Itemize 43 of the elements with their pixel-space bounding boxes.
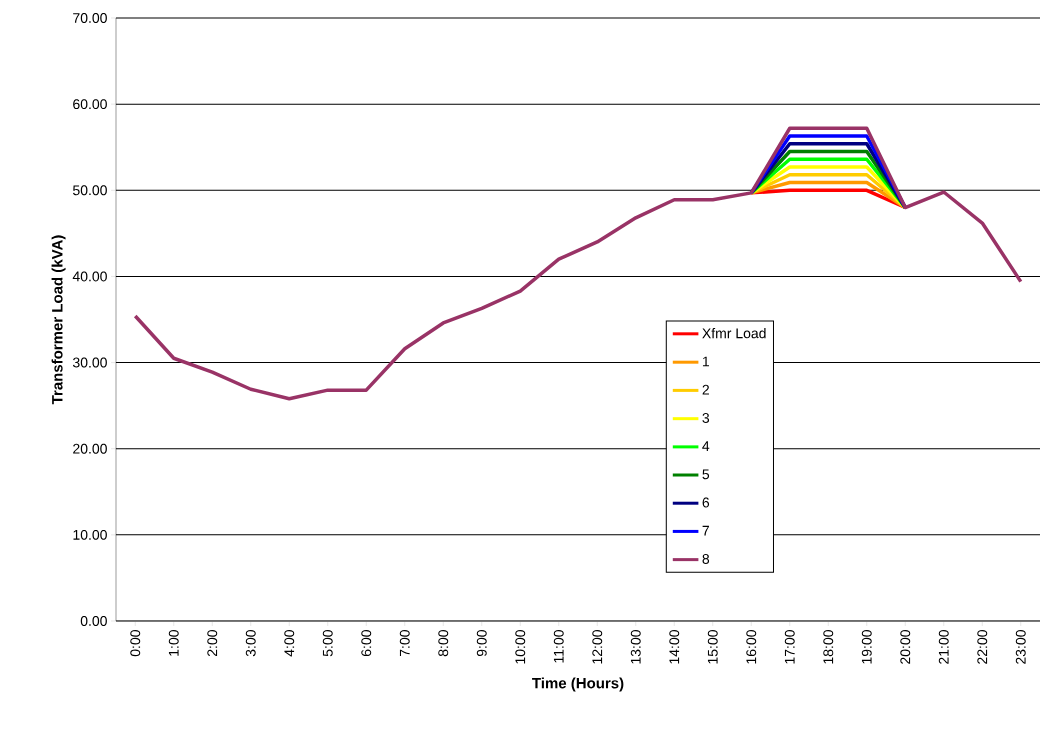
legend-label: 4 [702, 441, 710, 451]
x-tick-label: 8:00 [438, 630, 449, 657]
y-tick-label: 0.00 [80, 616, 107, 626]
legend-label: 5 [702, 469, 710, 480]
x-tick-label: 14:00 [669, 630, 680, 664]
y-tick-label: 30.00 [72, 357, 107, 368]
legend-label: 6 [702, 497, 710, 508]
y-tick-label: 40.00 [72, 271, 107, 282]
x-tick-label: 23:00 [1015, 630, 1026, 664]
x-tick-label: 6:00 [361, 630, 372, 657]
y-tick-label: 10.00 [73, 529, 107, 540]
x-tick-label: 3:00 [245, 630, 256, 657]
x-tick-label: 2:00 [207, 630, 218, 657]
legend-label: 3 [702, 413, 710, 423]
x-tick-label: 13:00 [630, 630, 641, 664]
x-tick-label: 0:00 [130, 630, 141, 657]
legend-label: 8 [702, 553, 710, 564]
x-tick-label: 19:00 [861, 630, 872, 664]
x-tick-label: 4:00 [284, 630, 295, 657]
y-axis-title: Transformer Load (kVA) [51, 235, 66, 405]
x-tick-label: 15:00 [707, 630, 718, 664]
legend-label: 1 [702, 356, 709, 367]
y-tick-label: 50.00 [73, 185, 107, 196]
x-tick-label: 7:00 [399, 630, 410, 657]
x-tick-label: 9:00 [476, 630, 487, 657]
x-tick-label: 12:00 [592, 630, 603, 664]
x-tick-label: 1:00 [168, 630, 179, 656]
y-tick-label: 20.00 [73, 443, 107, 454]
x-tick-label: 5:00 [322, 630, 333, 657]
x-axis-title: Time (Hours) [532, 677, 624, 692]
legend-label: 2 [702, 384, 709, 395]
x-tick-label: 17:00 [784, 630, 795, 664]
legend-label: 7 [702, 525, 709, 536]
x-tick-label: 22:00 [977, 630, 988, 664]
x-tick-label: 10:00 [515, 630, 526, 664]
x-tick-label: 21:00 [938, 630, 949, 664]
legend-label: Xfmr Load [702, 327, 766, 339]
x-tick-label: 11:00 [553, 630, 564, 663]
x-tick-label: 16:00 [746, 630, 757, 664]
x-tick-label: 20:00 [900, 630, 911, 664]
x-tick-label: 18:00 [823, 630, 834, 664]
y-tick-label: 70.00 [73, 13, 107, 23]
y-tick-label: 60.00 [73, 99, 107, 110]
